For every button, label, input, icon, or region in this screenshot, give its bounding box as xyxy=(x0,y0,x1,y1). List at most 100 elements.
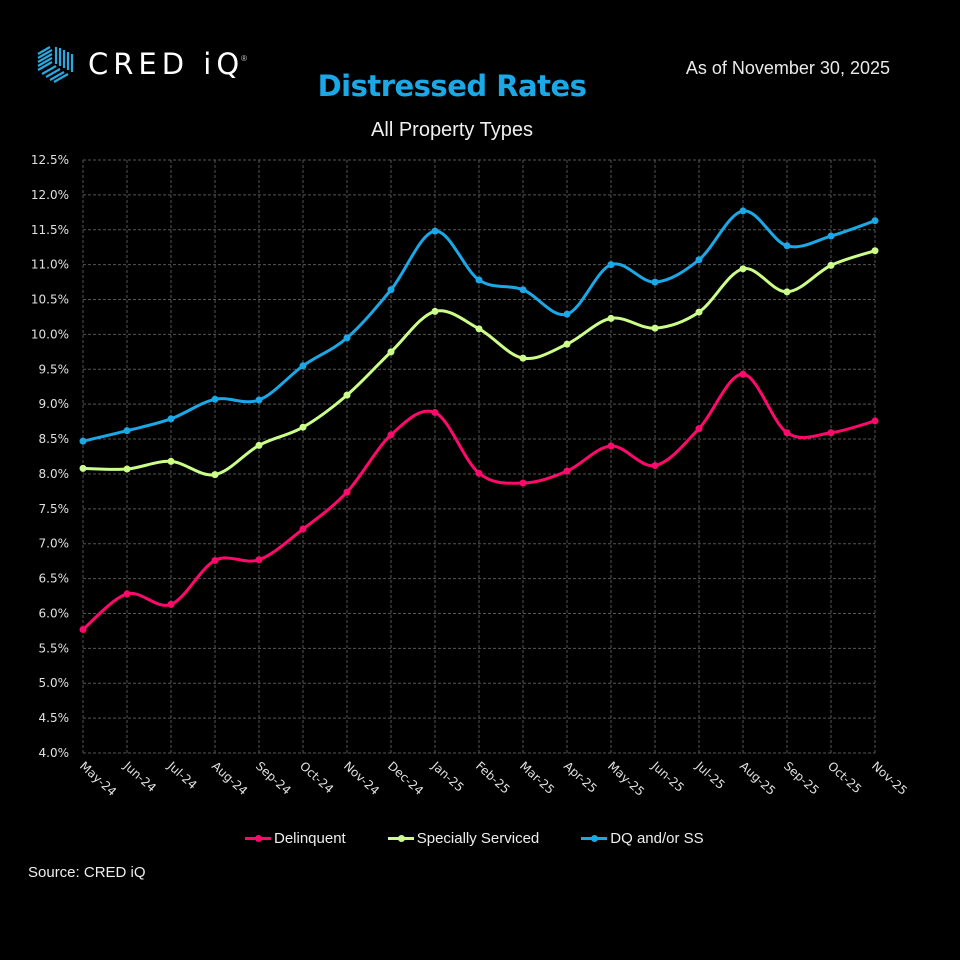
data-point-delinquent[interactable] xyxy=(827,429,835,437)
data-point-specially-serviced[interactable] xyxy=(167,457,175,465)
data-point-delinquent[interactable] xyxy=(783,429,791,437)
x-tick-label: Oct-24 xyxy=(297,759,336,796)
y-tick-label: 5.5% xyxy=(39,641,70,655)
data-point-specially-serviced[interactable] xyxy=(475,325,483,333)
cred-iq-logo: CRED iQ ® xyxy=(36,44,247,84)
y-tick-label: 8.5% xyxy=(39,432,70,446)
data-point-delinquent[interactable] xyxy=(387,431,395,439)
series-lines xyxy=(79,207,879,634)
data-point-dq-and-or-ss[interactable] xyxy=(255,396,263,404)
data-point-dq-and-or-ss[interactable] xyxy=(695,256,703,264)
data-point-delinquent[interactable] xyxy=(167,600,175,608)
data-point-specially-serviced[interactable] xyxy=(871,247,879,255)
data-point-specially-serviced[interactable] xyxy=(827,261,835,269)
data-point-dq-and-or-ss[interactable] xyxy=(563,310,571,318)
data-point-delinquent[interactable] xyxy=(519,479,527,487)
data-point-delinquent[interactable] xyxy=(431,409,439,417)
legend-swatch-delinquent xyxy=(245,835,271,842)
y-axis-ticks: 4.0% 4.5% 5.0% 5.5% 6.0% 6.5% 7.0% 7.5% 8.0% 8.5%… xyxy=(31,153,69,760)
y-tick-label: 11.0% xyxy=(31,258,69,272)
data-point-dq-and-or-ss[interactable] xyxy=(387,286,395,294)
x-tick-label: Nov-25 xyxy=(869,759,910,798)
data-point-specially-serviced[interactable] xyxy=(387,348,395,356)
x-tick-label: Jul-25 xyxy=(692,758,727,792)
x-tick-label: Sep-24 xyxy=(253,759,294,798)
data-point-dq-and-or-ss[interactable] xyxy=(475,276,483,284)
legend-item-delinquent[interactable]: Delinquent xyxy=(245,830,346,847)
x-tick-label: Feb-25 xyxy=(473,759,513,797)
legend: Delinquent Specially Serviced DQ and/or … xyxy=(245,830,704,847)
data-point-specially-serviced[interactable] xyxy=(255,441,263,449)
data-point-delinquent[interactable] xyxy=(651,462,659,470)
y-tick-label: 4.5% xyxy=(39,711,70,725)
data-point-specially-serviced[interactable] xyxy=(519,354,527,362)
data-point-dq-and-or-ss[interactable] xyxy=(607,261,615,269)
grid-lines xyxy=(82,159,876,754)
data-point-specially-serviced[interactable] xyxy=(211,471,219,479)
data-point-delinquent[interactable] xyxy=(475,469,483,477)
registered-mark: ® xyxy=(241,53,248,63)
y-tick-label: 6.0% xyxy=(39,606,70,620)
data-point-specially-serviced[interactable] xyxy=(695,308,703,316)
x-tick-label: Oct-25 xyxy=(825,759,864,796)
data-point-specially-serviced[interactable] xyxy=(651,324,659,332)
data-point-dq-and-or-ss[interactable] xyxy=(431,227,439,235)
data-point-delinquent[interactable] xyxy=(871,417,879,425)
data-point-delinquent[interactable] xyxy=(255,556,263,564)
data-point-specially-serviced[interactable] xyxy=(79,464,87,472)
data-point-delinquent[interactable] xyxy=(739,370,747,378)
data-point-delinquent[interactable] xyxy=(123,590,131,598)
x-tick-label: Jan-25 xyxy=(428,758,466,795)
x-tick-label: Aug-25 xyxy=(737,759,778,798)
data-point-delinquent[interactable] xyxy=(563,467,571,475)
data-point-delinquent[interactable] xyxy=(343,488,351,496)
data-point-dq-and-or-ss[interactable] xyxy=(211,395,219,403)
as-of-date: As of November 30, 2025 xyxy=(685,58,890,78)
data-point-specially-serviced[interactable] xyxy=(299,423,307,431)
x-tick-label: Dec-24 xyxy=(385,759,426,798)
data-point-dq-and-or-ss[interactable] xyxy=(783,242,791,250)
y-tick-label: 11.5% xyxy=(31,223,69,237)
legend-swatch-specially-serviced xyxy=(387,835,414,842)
data-point-dq-and-or-ss[interactable] xyxy=(827,232,835,240)
data-point-dq-and-or-ss[interactable] xyxy=(167,415,175,423)
data-point-dq-and-or-ss[interactable] xyxy=(739,207,747,215)
data-point-delinquent[interactable] xyxy=(211,556,219,564)
data-point-specially-serviced[interactable] xyxy=(123,465,131,473)
x-tick-label: Sep-25 xyxy=(781,759,822,798)
data-point-dq-and-or-ss[interactable] xyxy=(519,286,527,294)
y-tick-label: 4.0% xyxy=(39,746,70,760)
y-tick-label: 7.0% xyxy=(39,537,70,551)
data-point-specially-serviced[interactable] xyxy=(563,340,571,348)
y-tick-label: 12.5% xyxy=(31,153,69,167)
y-tick-label: 6.5% xyxy=(39,572,70,586)
data-point-delinquent[interactable] xyxy=(695,425,703,433)
x-tick-label: Jul-24 xyxy=(164,758,199,792)
legend-item-specially-serviced[interactable]: Specially Serviced xyxy=(387,830,539,847)
x-tick-label: Apr-25 xyxy=(561,759,600,796)
data-point-delinquent[interactable] xyxy=(299,525,307,533)
y-tick-label: 9.5% xyxy=(39,362,70,376)
data-point-dq-and-or-ss[interactable] xyxy=(871,217,879,225)
chart-subtitle: All Property Types xyxy=(371,119,533,141)
data-point-dq-and-or-ss[interactable] xyxy=(123,427,131,435)
data-point-specially-serviced[interactable] xyxy=(431,307,439,315)
legend-label: DQ and/or SS xyxy=(610,830,704,847)
x-axis-ticks: May-24 Jun-24 Jul-24 Aug-24 Sep-24 Oct-24 Nov-… xyxy=(77,758,910,799)
data-point-dq-and-or-ss[interactable] xyxy=(651,278,659,286)
source-note: Source: CRED iQ xyxy=(28,864,146,881)
y-tick-label: 7.5% xyxy=(39,502,70,516)
data-point-delinquent[interactable] xyxy=(79,626,87,634)
legend-item-dq-or-ss[interactable]: DQ and/or SS xyxy=(581,830,704,847)
data-point-specially-serviced[interactable] xyxy=(783,288,791,296)
data-point-specially-serviced[interactable] xyxy=(739,265,747,273)
data-point-specially-serviced[interactable] xyxy=(607,314,615,322)
data-point-specially-serviced[interactable] xyxy=(343,391,351,399)
data-point-dq-and-or-ss[interactable] xyxy=(79,437,87,445)
x-tick-label: May-25 xyxy=(605,759,647,799)
y-tick-label: 8.0% xyxy=(39,467,70,481)
data-point-dq-and-or-ss[interactable] xyxy=(299,362,307,370)
data-point-delinquent[interactable] xyxy=(607,442,615,450)
data-point-dq-and-or-ss[interactable] xyxy=(343,334,351,342)
